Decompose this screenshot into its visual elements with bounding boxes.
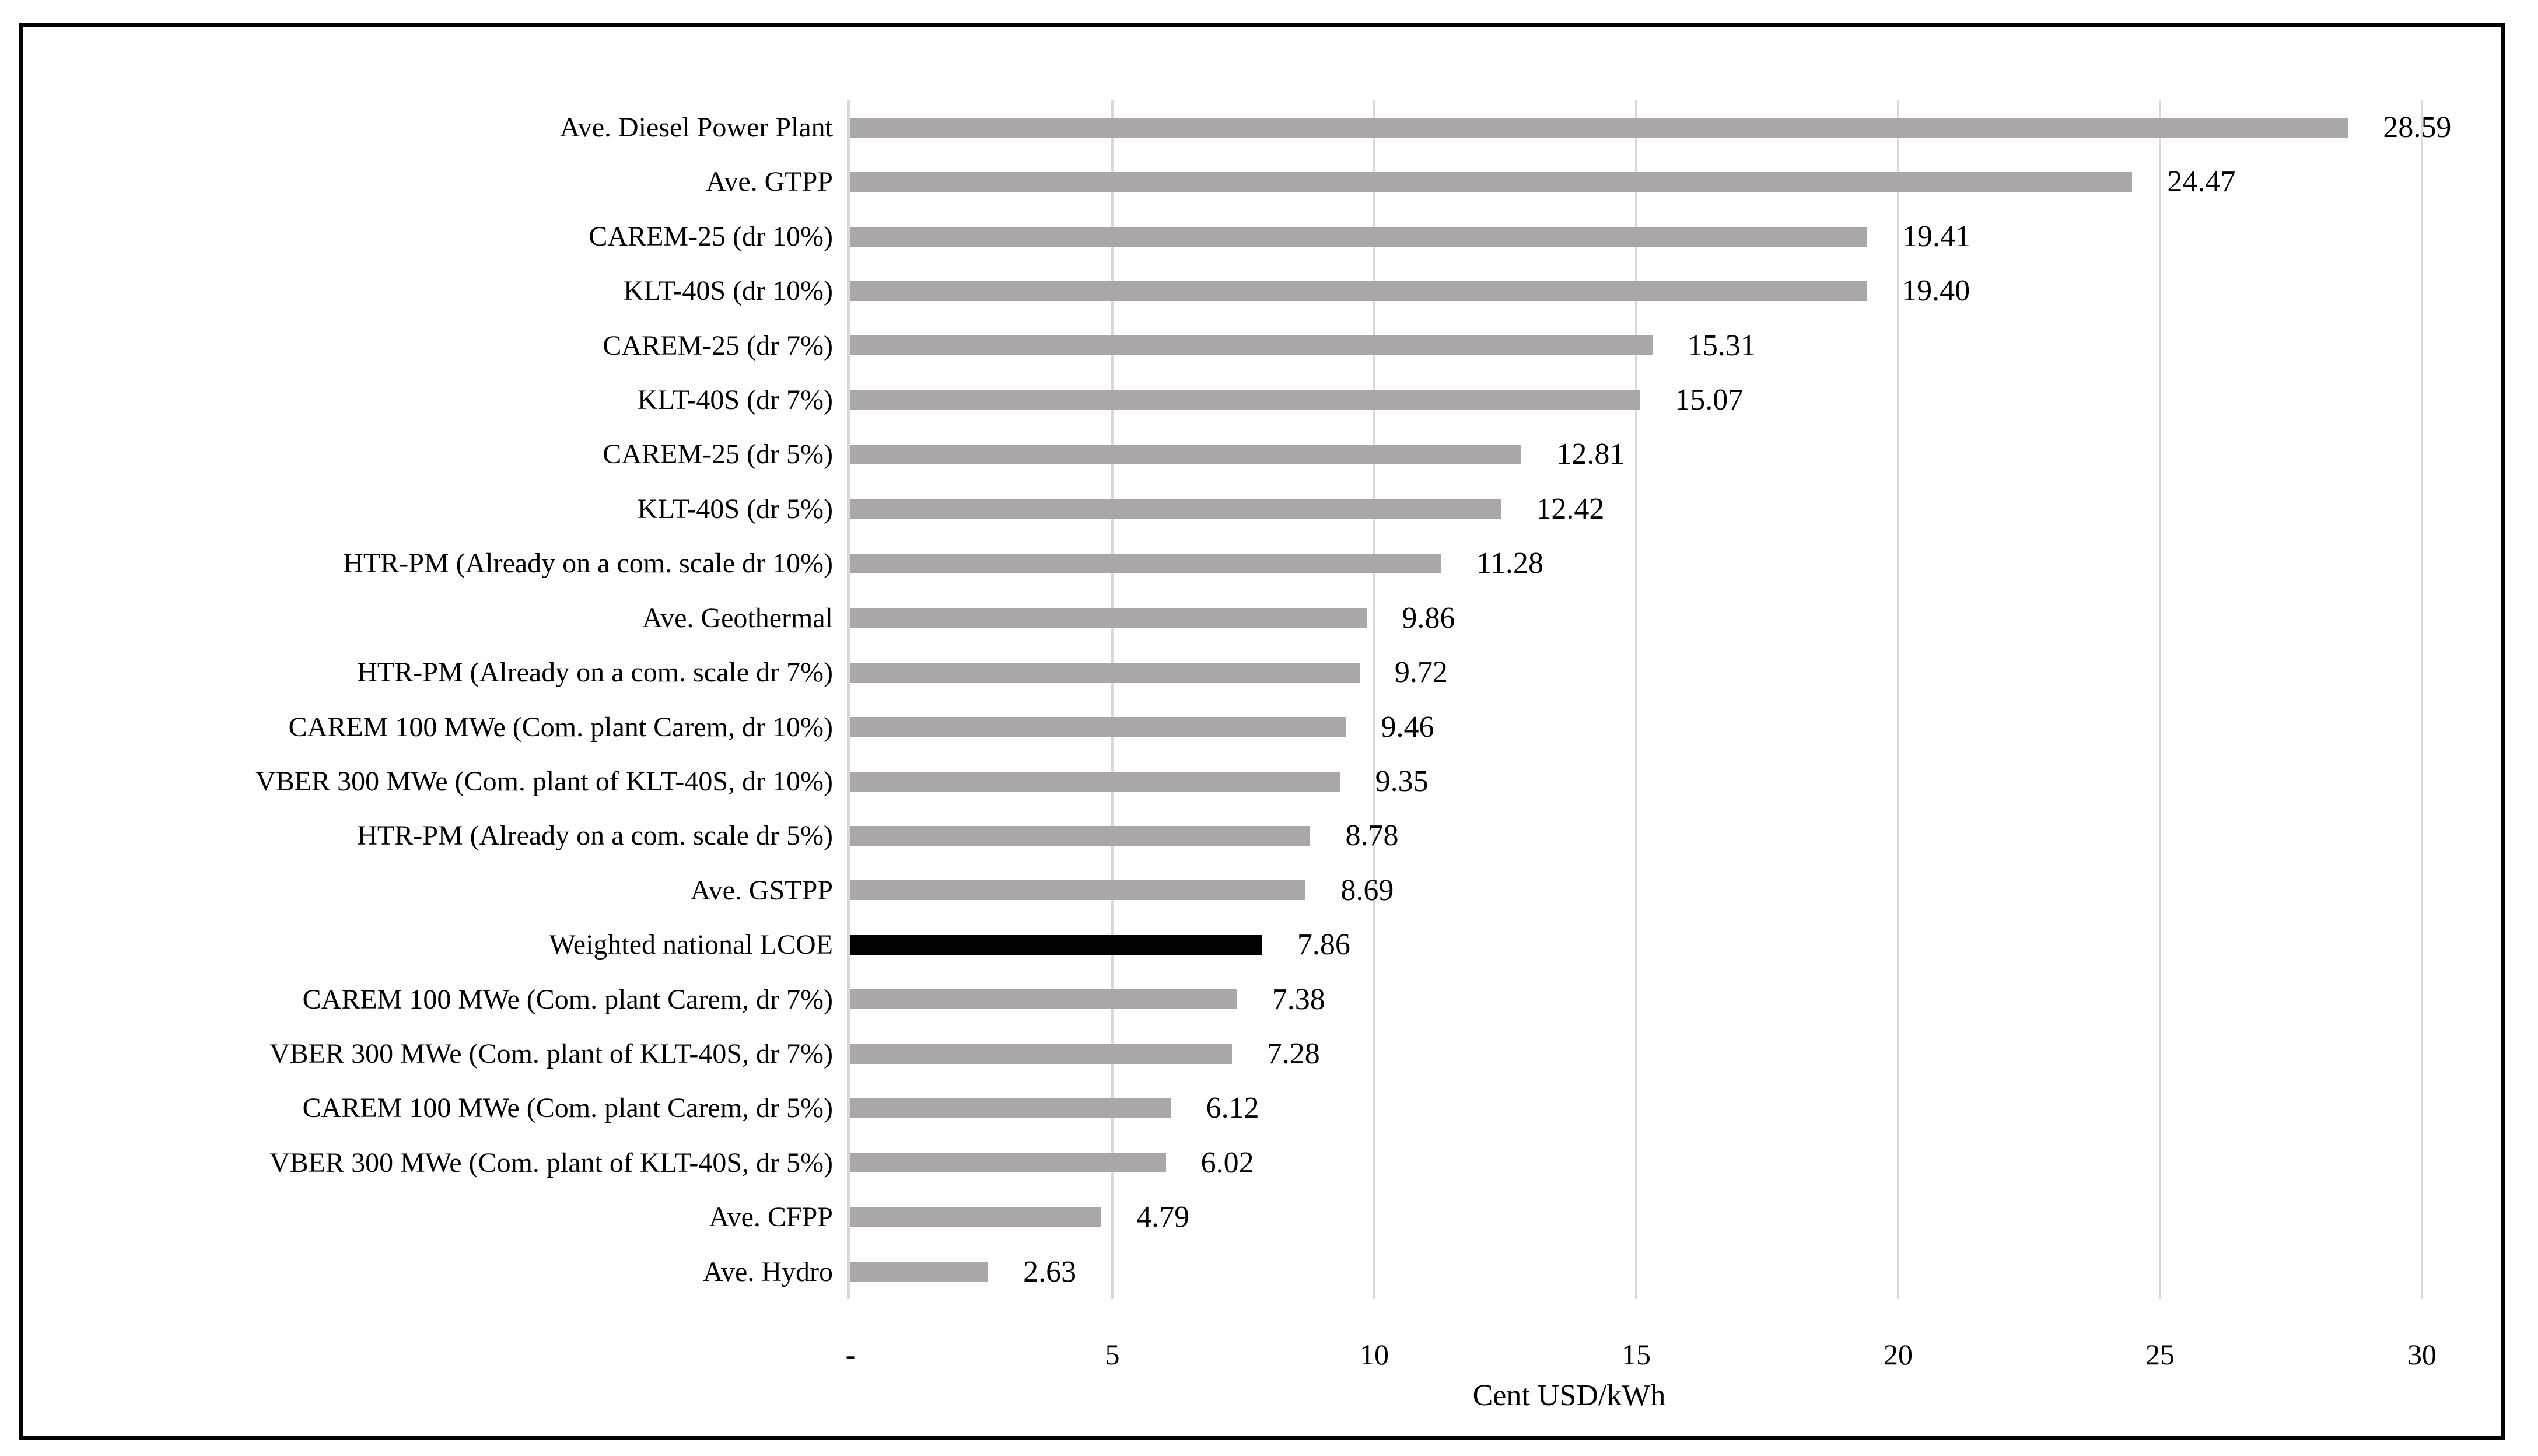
bar bbox=[850, 1044, 1232, 1064]
category-label: CAREM-25 (dr 10%) bbox=[589, 220, 833, 252]
value-label: 6.12 bbox=[1206, 1091, 1259, 1125]
bar bbox=[850, 608, 1367, 628]
bar bbox=[850, 1098, 1171, 1119]
category-label: CAREM 100 MWe (Com. plant Carem, dr 10%) bbox=[288, 711, 833, 743]
value-label: 9.35 bbox=[1375, 764, 1429, 798]
category-label: Ave. GSTPP bbox=[690, 874, 833, 906]
value-label: 4.79 bbox=[1136, 1200, 1190, 1234]
category-label: VBER 300 MWe (Com. plant of KLT-40S, dr … bbox=[269, 1038, 833, 1069]
category-label: HTR-PM (Already on a com. scale dr 7%) bbox=[357, 657, 833, 688]
bar bbox=[850, 226, 1868, 247]
category-label: CAREM-25 (dr 7%) bbox=[603, 330, 833, 361]
bar bbox=[850, 1153, 1166, 1173]
value-label: 15.31 bbox=[1687, 328, 1756, 362]
x-tick-label: - bbox=[845, 1338, 856, 1371]
x-tick-label: 5 bbox=[1105, 1338, 1120, 1371]
x-tick-label: 20 bbox=[1884, 1338, 1913, 1371]
gridline bbox=[2159, 100, 2161, 1299]
bar bbox=[850, 172, 2133, 192]
bar bbox=[850, 499, 1501, 519]
x-tick-label: 30 bbox=[2407, 1338, 2437, 1371]
value-label: 9.86 bbox=[1402, 601, 1455, 635]
gridline bbox=[1897, 100, 1899, 1299]
value-label: 2.63 bbox=[1023, 1255, 1077, 1289]
category-label: Ave. Hydro bbox=[702, 1256, 833, 1287]
value-label: 11.28 bbox=[1476, 547, 1544, 580]
value-label: 6.02 bbox=[1200, 1146, 1254, 1180]
bar bbox=[850, 390, 1640, 410]
gridline bbox=[1635, 100, 1637, 1299]
bar bbox=[850, 1207, 1102, 1227]
category-label: VBER 300 MWe (Com. plant of KLT-40S, dr … bbox=[269, 1147, 833, 1178]
value-label: 7.38 bbox=[1272, 982, 1325, 1016]
bar-highlighted bbox=[850, 935, 1262, 955]
value-label: 19.40 bbox=[1902, 274, 1970, 308]
bar bbox=[850, 553, 1441, 573]
category-label: KLT-40S (dr 10%) bbox=[623, 275, 833, 307]
category-label: CAREM 100 MWe (Com. plant Carem, dr 5%) bbox=[302, 1093, 833, 1124]
value-label: 8.78 bbox=[1345, 819, 1399, 853]
x-tick-label: 10 bbox=[1360, 1338, 1389, 1371]
category-label: VBER 300 MWe (Com. plant of KLT-40S, dr … bbox=[255, 765, 833, 797]
value-label: 12.42 bbox=[1536, 492, 1605, 526]
value-label: 12.81 bbox=[1556, 438, 1625, 471]
category-label: KLT-40S (dr 5%) bbox=[637, 493, 833, 524]
value-label: 19.41 bbox=[1902, 219, 1971, 253]
value-label: 15.07 bbox=[1675, 383, 1744, 417]
category-label: Weighted national LCOE bbox=[549, 929, 833, 961]
category-label: HTR-PM (Already on a com. scale dr 10%) bbox=[343, 548, 833, 579]
bar bbox=[850, 444, 1522, 465]
gridline bbox=[2421, 100, 2423, 1299]
category-label: Ave. GTPP bbox=[706, 166, 833, 198]
category-label: HTR-PM (Already on a com. scale dr 5%) bbox=[357, 820, 833, 852]
bar bbox=[850, 1262, 989, 1282]
value-label: 7.86 bbox=[1297, 928, 1350, 962]
value-label: 9.46 bbox=[1381, 710, 1434, 744]
value-label: 24.47 bbox=[2167, 165, 2236, 199]
category-label: Ave. CFPP bbox=[709, 1202, 833, 1233]
x-axis-title: Cent USD/kWh bbox=[1472, 1379, 1666, 1412]
category-label: Ave. Diesel Power Plant bbox=[559, 112, 833, 143]
bar bbox=[850, 662, 1360, 682]
value-label: 7.28 bbox=[1266, 1037, 1320, 1070]
value-label: 28.59 bbox=[2383, 111, 2452, 144]
value-label: 8.69 bbox=[1340, 873, 1394, 907]
x-tick-label: 15 bbox=[1622, 1338, 1651, 1371]
bar bbox=[850, 771, 1340, 792]
gridline bbox=[1373, 100, 1375, 1299]
bar bbox=[850, 117, 2348, 138]
category-label: KLT-40S (dr 7%) bbox=[637, 384, 833, 416]
bar bbox=[850, 989, 1237, 1010]
category-label: CAREM-25 (dr 5%) bbox=[603, 439, 833, 470]
bar bbox=[850, 880, 1306, 901]
bar bbox=[850, 281, 1867, 301]
x-tick-label: 25 bbox=[2145, 1338, 2175, 1371]
bar bbox=[850, 335, 1653, 356]
y-axis-line bbox=[847, 100, 850, 1299]
category-label: CAREM 100 MWe (Com. plant Carem, dr 7%) bbox=[302, 984, 833, 1015]
gridline bbox=[1111, 100, 1114, 1299]
bar bbox=[850, 717, 1346, 737]
category-label: Ave. Geothermal bbox=[642, 602, 833, 634]
value-label: 9.72 bbox=[1394, 656, 1448, 690]
bar bbox=[850, 826, 1311, 846]
